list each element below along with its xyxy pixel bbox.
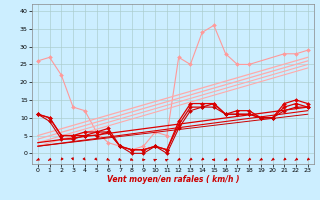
X-axis label: Vent moyen/en rafales ( km/h ): Vent moyen/en rafales ( km/h ) (107, 175, 239, 184)
